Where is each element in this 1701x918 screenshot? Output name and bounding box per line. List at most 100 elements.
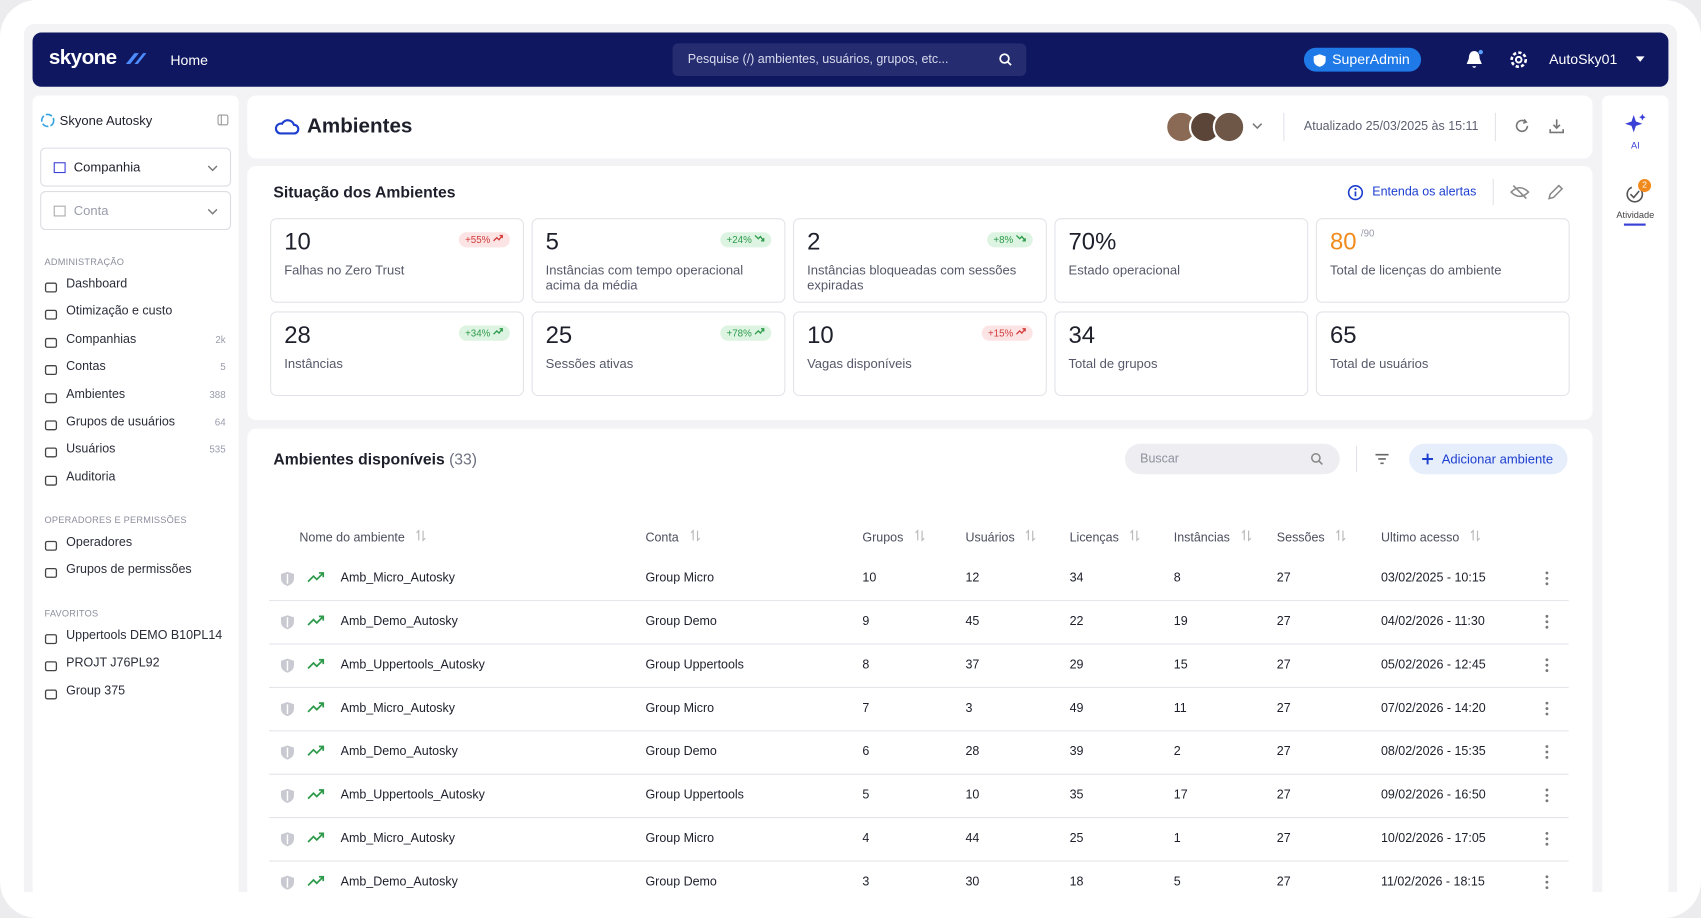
nav-count: 388 xyxy=(209,389,226,400)
trend-glyph xyxy=(1015,235,1026,242)
table-row[interactable]: Amb_Micro_Autosky Group Micro 7 3 49 11 27 07/0… xyxy=(269,687,1569,732)
table-row[interactable]: Amb_Demo_Autosky Group Demo 3 30 18 5 27 11/02/… xyxy=(269,860,1569,891)
hide-button[interactable] xyxy=(1510,183,1530,200)
stat-card: 10 Vagas disponíveis +15% xyxy=(792,311,1047,397)
kebab-glyph xyxy=(1545,875,1549,890)
select[interactable]: Conta xyxy=(40,190,232,231)
info-icon xyxy=(1347,184,1364,201)
stat-value: 10 xyxy=(807,321,834,349)
nav-item[interactable]: Grupos de permissões xyxy=(43,557,227,583)
nav-item[interactable]: Uppertools DEMO B10PL14 xyxy=(43,623,227,649)
role-badge[interactable]: SuperAdmin xyxy=(1303,47,1421,72)
nav-item[interactable]: Dashboard xyxy=(43,271,227,297)
download-button[interactable] xyxy=(1549,118,1565,134)
ai-icon[interactable] xyxy=(1625,113,1647,135)
shield-glyph xyxy=(280,832,294,847)
help-link[interactable]: Entenda os alertas xyxy=(1372,185,1477,199)
logo[interactable]: skyone xyxy=(48,46,117,70)
logo-mark xyxy=(125,53,147,65)
collapse-icon[interactable] xyxy=(217,114,229,126)
user-caret[interactable] xyxy=(1635,55,1646,64)
column-header[interactable]: Instâncias xyxy=(1174,529,1252,545)
table-cell: Group Micro xyxy=(645,702,715,716)
ai-label[interactable]: AI xyxy=(1630,139,1640,151)
nav-item[interactable]: Auditoria xyxy=(43,464,227,490)
column-header[interactable]: Ultimo acesso xyxy=(1381,529,1481,545)
nav-item[interactable]: Ambientes 388 xyxy=(43,382,227,408)
table-cell: 17 xyxy=(1173,788,1188,802)
sort-glyph xyxy=(914,529,925,542)
avatar-group[interactable] xyxy=(1165,110,1263,144)
table-cell: Amb_Micro_Autosky xyxy=(340,702,456,716)
nav-item[interactable]: Usuários 535 xyxy=(43,437,227,463)
column-header[interactable]: Licenças xyxy=(1070,529,1141,545)
column-header[interactable]: Grupos xyxy=(862,529,925,545)
table-cell: 15 xyxy=(1173,658,1188,672)
column-header[interactable]: Sessões xyxy=(1277,529,1347,545)
user-name[interactable]: AutoSky01 xyxy=(1549,50,1618,68)
table-row[interactable]: Amb_Uppertools_Autosky Group Uppertools 8 3… xyxy=(269,643,1569,688)
row-menu[interactable] xyxy=(1545,571,1549,589)
select[interactable]: Companhia xyxy=(40,147,232,187)
column-header[interactable]: Nome do ambiente xyxy=(299,529,427,545)
nav-item[interactable]: Contas 5 xyxy=(43,354,227,380)
row-menu[interactable] xyxy=(1545,744,1549,762)
select-icon xyxy=(53,203,66,223)
refresh-button[interactable] xyxy=(1514,118,1529,133)
stat-label: Estado operacional xyxy=(1068,262,1180,278)
row-menu[interactable] xyxy=(1545,614,1549,632)
table-cell: 5 xyxy=(1173,875,1181,889)
row-menu[interactable] xyxy=(1545,788,1549,806)
nav-item[interactable]: Operadores xyxy=(43,530,227,556)
row-menu[interactable] xyxy=(1545,658,1549,676)
nav-icon-glyph xyxy=(44,661,58,672)
row-menu[interactable] xyxy=(1545,701,1549,719)
activity-label[interactable]: Atividade xyxy=(1616,209,1655,221)
nav-item[interactable]: Companhias 2k xyxy=(43,326,227,352)
select-icon xyxy=(53,160,66,180)
table-row[interactable]: Amb_Demo_Autosky Group Demo 6 28 39 2 27 08/02/… xyxy=(269,730,1569,775)
org-name[interactable]: Skyone Autosky xyxy=(59,112,153,129)
table-row[interactable]: Amb_Micro_Autosky Group Micro 4 44 25 1 27 10/0… xyxy=(269,817,1569,862)
trend-glyph xyxy=(307,832,325,843)
row-menu[interactable] xyxy=(1545,875,1549,892)
column-header[interactable]: Conta xyxy=(645,529,701,545)
add-button[interactable]: Adicionar ambiente xyxy=(1409,443,1568,475)
nav-label: Grupos de permissões xyxy=(66,563,192,577)
table-cell: Group Demo xyxy=(645,615,717,629)
nav-item[interactable]: Group 375 xyxy=(43,678,227,704)
column-header[interactable]: Usuários xyxy=(965,529,1036,545)
filter-button[interactable] xyxy=(1374,452,1389,465)
nav-item[interactable]: Otimização e custo xyxy=(43,299,227,325)
settings[interactable] xyxy=(1508,49,1530,71)
row-menu[interactable] xyxy=(1545,831,1549,849)
sort-icon xyxy=(416,529,427,545)
avatar-caret[interactable] xyxy=(1252,123,1263,132)
column-label: Conta xyxy=(645,531,679,545)
table-search[interactable]: Buscar xyxy=(1124,443,1340,475)
nav-home[interactable]: Home xyxy=(170,52,208,69)
shield-glyph xyxy=(280,788,294,803)
trend-badge: +78% xyxy=(720,325,772,341)
table-cell: 5 xyxy=(862,788,870,802)
table-row[interactable]: Amb_Micro_Autosky Group Micro 10 12 34 8 27 03/… xyxy=(269,557,1569,602)
notifications[interactable] xyxy=(1464,49,1484,71)
table-row[interactable]: Amb_Demo_Autosky Group Demo 9 45 22 19 27 04/02… xyxy=(269,600,1569,645)
search-box[interactable]: Pesquise (/) ambientes, usuários, grupos… xyxy=(672,43,1027,76)
select-label: Conta xyxy=(73,202,109,219)
nav-icon xyxy=(44,657,58,683)
nav-item[interactable]: Grupos de usuários 64 xyxy=(43,409,227,435)
app: skyone Home Pesquise (/) ambientes, usuá… xyxy=(23,23,1678,892)
nav-label: Usuários xyxy=(66,443,116,457)
table-cell: 27 xyxy=(1276,745,1291,759)
activity-icon[interactable] xyxy=(1625,184,1645,204)
sort-icon xyxy=(690,529,701,545)
edit-button[interactable] xyxy=(1547,183,1564,200)
sort-glyph xyxy=(1241,529,1251,542)
table-row[interactable]: Amb_Uppertools_Autosky Group Uppertools 5 1… xyxy=(269,774,1569,819)
nav-item[interactable]: PROJT J76PL92 xyxy=(43,650,227,676)
nav-icon-glyph xyxy=(44,337,58,348)
nav-icon xyxy=(44,305,58,331)
stat-number: 34 xyxy=(1068,321,1096,349)
